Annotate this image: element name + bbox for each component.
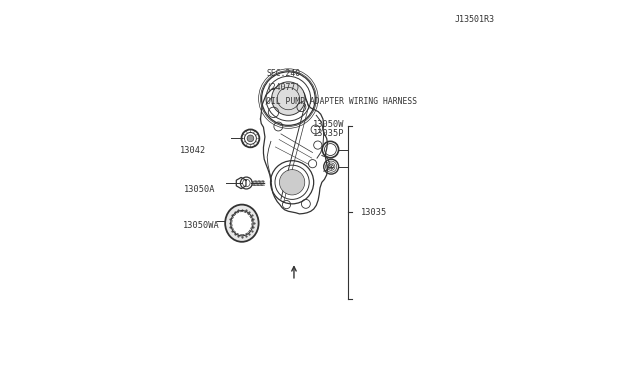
Text: 13050A: 13050A [184, 185, 216, 194]
Ellipse shape [225, 205, 259, 242]
Text: 13050WA: 13050WA [183, 221, 220, 230]
Text: (24077): (24077) [266, 83, 300, 92]
Text: SEC.240: SEC.240 [266, 69, 300, 78]
Circle shape [247, 135, 254, 142]
Text: 13035P: 13035P [313, 129, 344, 138]
Circle shape [280, 170, 305, 195]
Text: 13035: 13035 [361, 208, 387, 217]
Circle shape [272, 82, 305, 115]
Text: J13501R3: J13501R3 [455, 15, 495, 24]
Text: 13050W: 13050W [313, 120, 344, 129]
Text: 13042: 13042 [180, 146, 207, 155]
Text: OIL PUMP ADAPTER WIRING HARNESS: OIL PUMP ADAPTER WIRING HARNESS [266, 97, 417, 106]
Ellipse shape [231, 211, 253, 236]
